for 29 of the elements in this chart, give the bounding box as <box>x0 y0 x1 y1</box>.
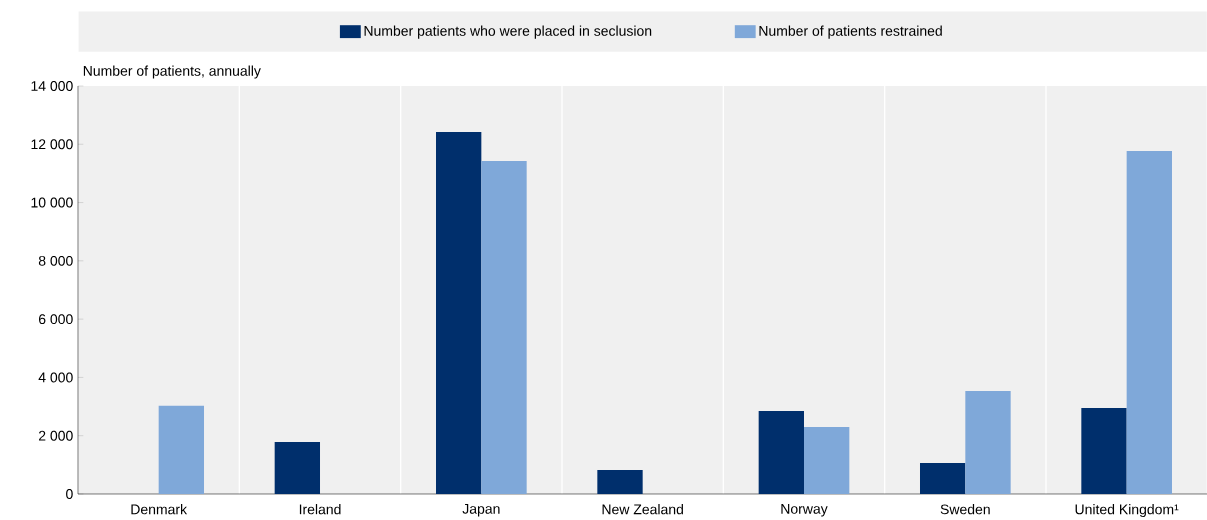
x-tick-label: Denmark <box>131 504 188 515</box>
y-tick-label: 6 000 <box>38 314 73 325</box>
x-tick-label: United Kingdom¹ <box>1075 504 1179 518</box>
bar <box>597 470 643 494</box>
legend-label: Number of patients restrained <box>759 25 942 39</box>
bar <box>1081 408 1127 494</box>
bar <box>920 463 966 494</box>
bar <box>1126 150 1172 494</box>
bar <box>158 405 205 494</box>
x-tick-label: Sweden <box>940 504 990 515</box>
bar <box>804 426 850 494</box>
bar <box>436 132 482 494</box>
y-tick-label: 2 000 <box>38 430 73 441</box>
y-axis-title: Number of patients, annually <box>83 65 261 79</box>
y-tick-label: 12 000 <box>31 139 73 150</box>
y-tick-label: 8 000 <box>38 255 73 266</box>
bar <box>481 160 527 494</box>
bar <box>758 410 804 494</box>
y-tick-label: 14 000 <box>31 81 73 91</box>
y-tick-label: 10 000 <box>31 197 73 208</box>
legend-label: Number patients who were placed in seclusion <box>364 25 652 39</box>
x-tick-label: Ireland <box>299 504 341 515</box>
bar <box>965 391 1011 494</box>
x-tick-label: Norway <box>781 504 828 517</box>
y-tick-label: 0 <box>66 489 73 499</box>
x-tick-label: Japan <box>462 504 500 517</box>
y-tick-label: 4 000 <box>38 372 73 383</box>
bar <box>274 442 321 494</box>
x-tick-label: New Zealand <box>602 504 683 515</box>
